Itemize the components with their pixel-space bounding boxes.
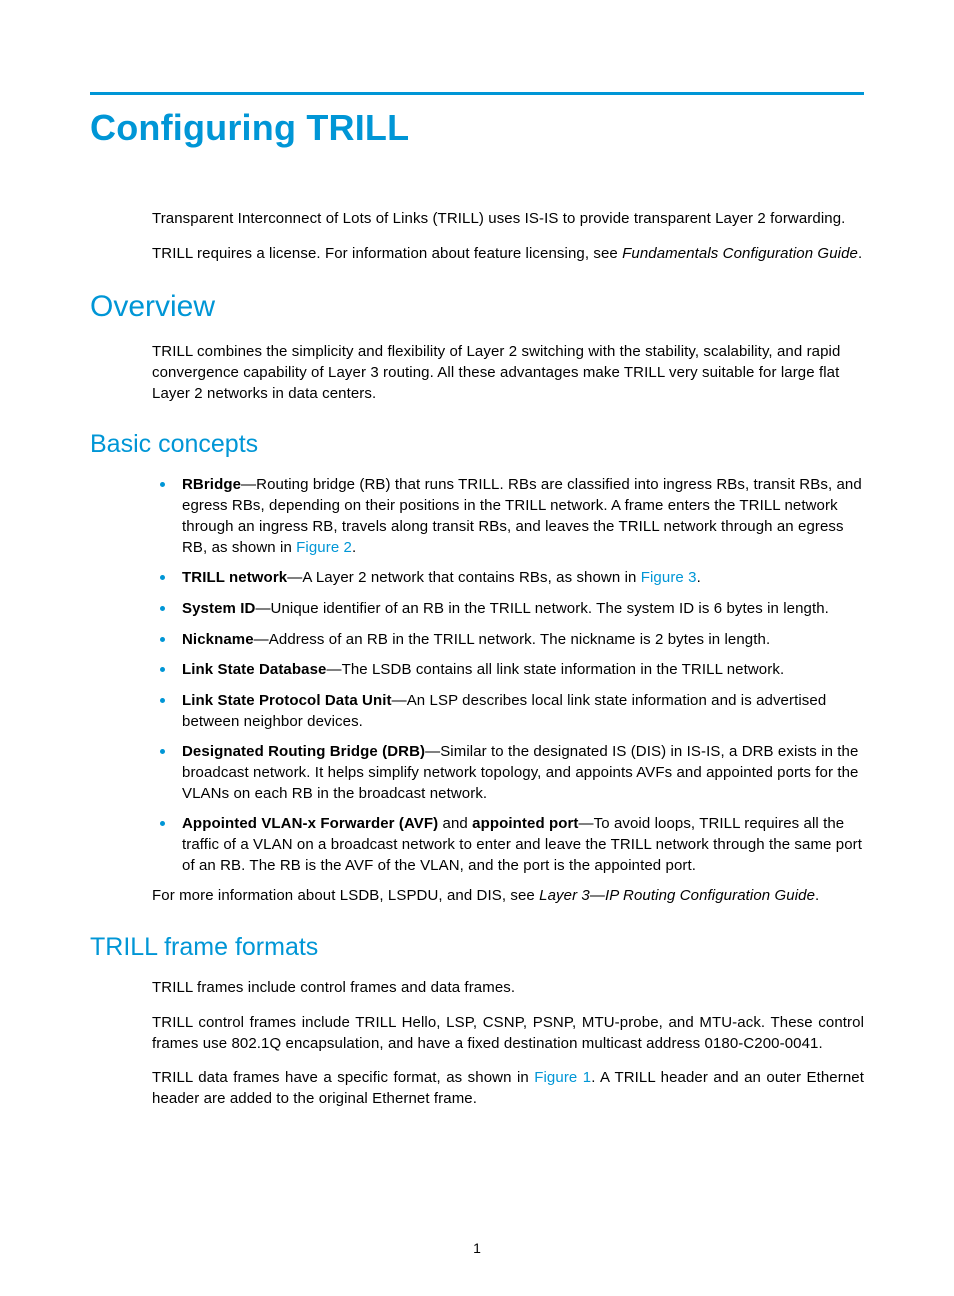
page-title: Configuring TRILL <box>90 107 864 149</box>
list-item: Appointed VLAN-x Forwarder (AVF) and app… <box>152 814 864 876</box>
frames-paragraph-3: TRILL data frames have a specific format… <box>152 1068 864 1109</box>
frames-p3-pre: TRILL data frames have a specific format… <box>152 1069 534 1086</box>
concept-sep: — <box>254 631 269 648</box>
concept-sep: — <box>326 661 341 678</box>
concept-sep: — <box>392 692 407 709</box>
frames-paragraph-1: TRILL frames include control frames and … <box>152 978 864 999</box>
concept-term: TRILL network <box>182 569 287 586</box>
concept-term: Designated Routing Bridge (DRB) <box>182 743 425 760</box>
bullet-icon <box>160 606 165 611</box>
concept-sep: — <box>255 600 270 617</box>
figure-link[interactable]: Figure 2 <box>296 539 352 556</box>
figure-link[interactable]: Figure 1 <box>534 1069 591 1086</box>
concept-mid: and <box>438 815 472 832</box>
concept-text-pre: Routing bridge (RB) that runs TRILL. RBs… <box>182 476 862 555</box>
intro-paragraph-1: Transparent Interconnect of Lots of Link… <box>152 209 864 230</box>
frame-formats-block: TRILL frames include control frames and … <box>152 978 864 1109</box>
concept-term: RBridge <box>182 476 241 493</box>
basic-concepts-block: RBridge—Routing bridge (RB) that runs TR… <box>152 475 864 907</box>
more-post: . <box>815 887 819 904</box>
intro-p2-post: . <box>858 245 862 262</box>
list-item: Link State Protocol Data Unit—An LSP des… <box>152 691 864 732</box>
concept-text-pre: The LSDB contains all link state informa… <box>342 661 785 678</box>
concept-sep: — <box>579 815 594 832</box>
concept-sep: — <box>425 743 440 760</box>
basic-concepts-heading: Basic concepts <box>90 430 864 459</box>
concept-text-pre: A Layer 2 network that contains RBs, as … <box>302 569 640 586</box>
concepts-list: RBridge—Routing bridge (RB) that runs TR… <box>152 475 864 876</box>
concept-term: Link State Database <box>182 661 326 678</box>
overview-heading: Overview <box>90 290 864 324</box>
bullet-icon <box>160 667 165 672</box>
list-item: System ID—Unique identifier of an RB in … <box>152 599 864 620</box>
concept-sep: — <box>287 569 302 586</box>
list-item: RBridge—Routing bridge (RB) that runs TR… <box>152 475 864 558</box>
list-item: Designated Routing Bridge (DRB)—Similar … <box>152 742 864 804</box>
bullet-icon <box>160 821 165 826</box>
bullet-icon <box>160 575 165 580</box>
concept-term: Appointed VLAN-x Forwarder (AVF) <box>182 815 438 832</box>
bullet-icon <box>160 637 165 642</box>
concept-text-post: . <box>352 539 356 556</box>
overview-block: TRILL combines the simplicity and flexib… <box>152 342 864 404</box>
more-em: Layer 3—IP Routing Configuration Guide <box>539 887 815 904</box>
concept-term: System ID <box>182 600 255 617</box>
concept-text-pre: Unique identifier of an RB in the TRILL … <box>271 600 829 617</box>
document-page: Configuring TRILL Transparent Interconne… <box>0 0 954 1296</box>
concept-text-pre: Address of an RB in the TRILL network. T… <box>269 631 770 648</box>
intro-p2-em: Fundamentals Configuration Guide <box>622 245 858 262</box>
concept-term-2: appointed port <box>472 815 578 832</box>
concept-term: Link State Protocol Data Unit <box>182 692 392 709</box>
page-number: 1 <box>0 1240 954 1256</box>
list-item: TRILL network—A Layer 2 network that con… <box>152 568 864 589</box>
list-item: Link State Database—The LSDB contains al… <box>152 660 864 681</box>
concept-sep: — <box>241 476 256 493</box>
more-pre: For more information about LSDB, LSPDU, … <box>152 887 539 904</box>
list-item: Nickname—Address of an RB in the TRILL n… <box>152 630 864 651</box>
concept-term: Nickname <box>182 631 254 648</box>
bullet-icon <box>160 749 165 754</box>
intro-p2-pre: TRILL requires a license. For informatio… <box>152 245 622 262</box>
concept-text-post: . <box>697 569 701 586</box>
frames-paragraph-2: TRILL control frames include TRILL Hello… <box>152 1013 864 1054</box>
bullet-icon <box>160 482 165 487</box>
intro-paragraph-2: TRILL requires a license. For informatio… <box>152 244 864 265</box>
basic-more-info: For more information about LSDB, LSPDU, … <box>152 886 864 907</box>
figure-link[interactable]: Figure 3 <box>641 569 697 586</box>
title-rule <box>90 92 864 95</box>
intro-block: Transparent Interconnect of Lots of Link… <box>152 209 864 264</box>
bullet-icon <box>160 698 165 703</box>
frame-formats-heading: TRILL frame formats <box>90 933 864 962</box>
overview-paragraph-1: TRILL combines the simplicity and flexib… <box>152 342 864 404</box>
